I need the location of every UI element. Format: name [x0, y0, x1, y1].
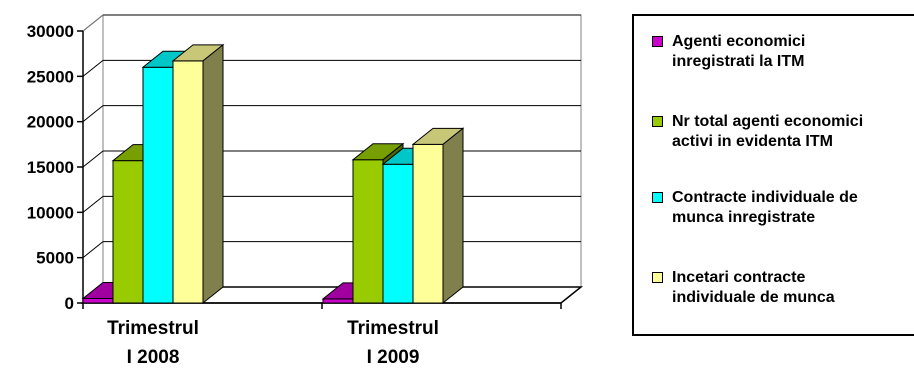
bar-2-4	[411, 127, 465, 305]
gridline-side	[82, 241, 104, 259]
y-tick-label: 0	[65, 294, 74, 313]
bar-1-4	[171, 43, 225, 305]
bar-front	[352, 159, 384, 304]
x-category-label: I 2008	[127, 347, 180, 368]
y-tick-label: 25000	[27, 67, 74, 86]
legend-label: Nr total agenti economici activi in evide…	[672, 112, 914, 152]
gridline-side	[82, 59, 104, 77]
legend-label-line: Contracte individuale de	[672, 189, 858, 206]
bar-front	[322, 298, 354, 304]
y-tick-label: 20000	[27, 113, 74, 132]
legend-label-line: inregistrati la ITM	[672, 53, 805, 70]
legend-label: Agenti economici inregistrati la ITM	[672, 32, 914, 72]
legend-swatch	[652, 192, 663, 203]
x-category-label: Trimestrul	[107, 318, 199, 339]
legend-label-line: Nr total agenti economici	[672, 113, 864, 130]
bar-front	[112, 160, 144, 304]
bar-front	[172, 60, 204, 304]
bar-front	[382, 163, 414, 304]
y-tick-label: 30000	[27, 22, 74, 41]
bar-side	[442, 127, 464, 305]
bar-front	[82, 297, 114, 304]
x-category-label: I 2009	[367, 347, 420, 368]
legend-swatch	[652, 116, 663, 127]
legend-label-line: Incetari contracte	[672, 269, 806, 286]
chart-legend: Agenti economici inregistrati la ITM Nr to…	[632, 14, 914, 336]
bar-side	[202, 43, 224, 305]
y-tick-label: 15000	[27, 158, 74, 177]
x-category-label: Trimestrul	[347, 318, 439, 339]
legend-label-line: individuale de munca	[672, 289, 835, 306]
legend-label-line: Agenti economici	[672, 33, 806, 50]
bar-front	[412, 143, 444, 304]
y-tick-label: 5000	[36, 249, 74, 268]
legend-label: Incetari contracte individuale de munca	[672, 268, 914, 308]
side-wall-edge	[82, 14, 104, 32]
legend-swatch	[652, 36, 663, 47]
legend-label-line: activi in evidenta ITM	[672, 133, 833, 150]
gridline-side	[82, 150, 104, 168]
bar-front	[142, 66, 174, 304]
y-tick-label: 10000	[27, 203, 74, 222]
legend-swatch	[652, 272, 663, 283]
legend-label: Contracte individuale de munca inregistra…	[672, 188, 914, 228]
legend-label-line: munca inregistrate	[672, 209, 816, 226]
gridline-side	[82, 105, 104, 123]
gridline-side	[82, 195, 104, 213]
